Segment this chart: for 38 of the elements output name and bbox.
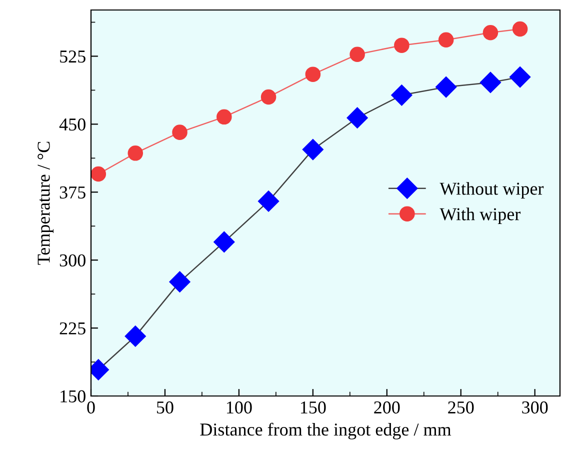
point [214, 231, 235, 252]
y-tick-label: 525 [60, 50, 86, 63]
x-tick-label: 300 [522, 401, 548, 414]
point [346, 107, 368, 128]
y-tick-label: 375 [60, 186, 86, 199]
y-tick-label: 225 [60, 322, 86, 334]
point [480, 72, 501, 94]
x-tick-label: 150 [300, 401, 326, 414]
point [216, 109, 232, 125]
x-tick-label: 100 [226, 401, 252, 414]
point [305, 66, 321, 82]
point [258, 190, 280, 212]
point [172, 124, 188, 140]
point [482, 25, 498, 40]
y-tick-label: 450 [59, 118, 86, 131]
x-axis-title: Distance from the ingot edge / mm [200, 422, 452, 440]
legend-label: Without wiper [440, 182, 544, 198]
x-tick-label: 50 [156, 401, 174, 414]
point [91, 166, 106, 182]
point [510, 66, 531, 88]
point [124, 326, 146, 347]
point [350, 46, 365, 62]
x-tick-label: 250 [448, 401, 474, 414]
point [169, 271, 190, 292]
point [391, 84, 412, 106]
point [512, 21, 528, 37]
point [302, 139, 324, 160]
point [128, 146, 144, 161]
y-axis-title: Temperature / °C [38, 142, 54, 265]
point [394, 38, 410, 53]
y-tick-label: 150 [60, 390, 86, 402]
x-tick-label: 200 [374, 401, 400, 414]
point [436, 76, 457, 98]
x-tick-label: 0 [87, 401, 95, 414]
y-tick-label: 300 [60, 254, 86, 267]
point [438, 32, 454, 48]
legend-label: With wiper [440, 208, 521, 224]
point [260, 89, 276, 105]
